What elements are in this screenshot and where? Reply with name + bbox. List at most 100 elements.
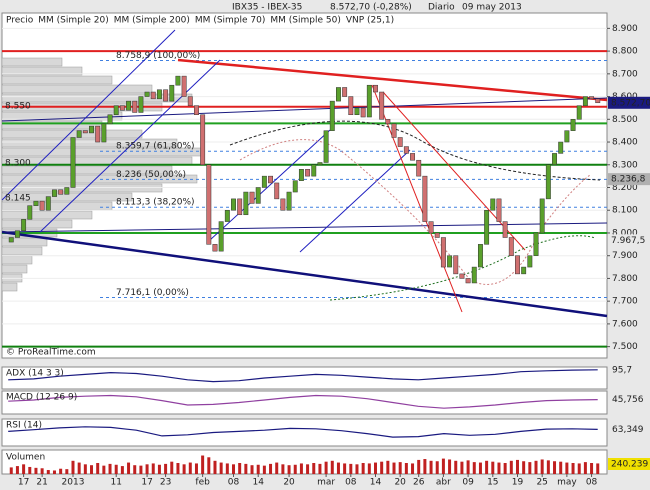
candle — [274, 182, 280, 200]
volume-bar — [423, 459, 427, 474]
price-label: 8.572,70 — [611, 98, 650, 108]
watermark: © ProRealTime.com — [6, 348, 96, 358]
volume-bar — [77, 462, 81, 474]
indicator-value: 63,349 — [612, 425, 644, 435]
candle — [175, 75, 181, 86]
candle — [107, 114, 113, 125]
candle — [286, 191, 292, 211]
volume-bar — [164, 463, 168, 474]
volume-bar — [361, 463, 365, 474]
legend-entry: MM (Simple 200) — [114, 16, 190, 26]
y-tick-label: 8.700 — [612, 69, 638, 79]
x-tick-label: 08 — [586, 478, 598, 488]
candle — [545, 164, 551, 200]
volume-bar — [207, 457, 211, 474]
candle — [496, 198, 502, 222]
candle — [459, 273, 465, 279]
price-label-box — [608, 234, 650, 247]
volume-bar — [559, 461, 563, 474]
legend-entry: VNP (25,1) — [346, 16, 394, 26]
x-tick-label: 08 — [228, 478, 240, 488]
candle — [144, 91, 150, 97]
volume-bar — [219, 462, 223, 474]
y-tick-label: 8.000 — [612, 228, 638, 238]
volume-bar — [349, 463, 353, 474]
price-label-box — [608, 96, 650, 109]
volume-bar — [46, 470, 50, 474]
x-tick-label: 17 — [18, 478, 29, 488]
candle — [14, 230, 20, 238]
candle — [440, 237, 446, 268]
volume-bar — [213, 460, 217, 474]
price-label-box — [608, 173, 650, 186]
candle — [558, 141, 564, 154]
volume-bar — [565, 462, 569, 474]
candle — [76, 130, 82, 138]
x-tick-label: 26 — [413, 478, 425, 488]
fibonacci-label: 8.758,9 (100,00%) — [116, 51, 200, 61]
volume-bar — [466, 460, 470, 474]
indicator-line — [8, 426, 598, 438]
volume-bar — [398, 462, 402, 474]
candle — [539, 198, 545, 234]
candle — [508, 237, 514, 256]
candle — [231, 198, 236, 211]
candle — [576, 105, 582, 120]
candles — [8, 75, 601, 474]
candle — [329, 100, 335, 131]
volume-bar — [157, 464, 161, 474]
candle — [194, 105, 199, 116]
volume-bar — [120, 466, 124, 474]
volume-bar — [244, 463, 248, 474]
volume-bar — [201, 455, 205, 474]
candle — [397, 137, 403, 147]
candle — [150, 91, 156, 100]
x-tick-label: 20 — [394, 478, 406, 488]
candle — [27, 205, 33, 220]
volume-value: 240.239 — [611, 460, 648, 470]
volume-bar — [250, 465, 254, 474]
volume-bar — [275, 462, 279, 474]
volume-bar — [491, 461, 495, 474]
candle — [515, 255, 520, 275]
candle — [39, 200, 45, 211]
candle — [200, 114, 206, 166]
volume-bar — [515, 459, 519, 474]
candle — [428, 221, 434, 234]
candle — [119, 105, 125, 111]
volume-bar — [509, 460, 513, 474]
volume-bar — [435, 461, 439, 474]
candle — [447, 255, 453, 268]
candle — [533, 232, 539, 256]
candle — [589, 96, 595, 100]
x-tick-label: mar — [317, 478, 335, 488]
volume-bar — [9, 467, 13, 474]
candle — [366, 84, 372, 118]
candle — [237, 198, 243, 216]
y-tick-label: 8.200 — [612, 183, 638, 193]
volume-bar — [139, 465, 143, 474]
candle — [101, 123, 107, 143]
volume-bar — [293, 464, 297, 474]
candle — [82, 130, 88, 134]
candle — [58, 189, 64, 195]
volume-bar — [269, 463, 273, 474]
volume-value-box — [608, 458, 650, 470]
indicator-value: 45,756 — [612, 395, 644, 405]
volume-bar — [299, 463, 303, 474]
candle — [8, 237, 14, 243]
candle — [477, 244, 483, 268]
candle — [391, 123, 397, 138]
price-label: 8.236,8 — [611, 175, 646, 185]
volume-bar — [411, 463, 415, 474]
volume-bar — [330, 460, 334, 474]
volume-bar — [194, 463, 198, 474]
volume-bar — [145, 464, 149, 474]
y-tick-label: 7.700 — [612, 297, 638, 307]
volume-bar — [306, 464, 310, 474]
chart-title: IBX35 - IBEX-35 — [232, 3, 302, 13]
volume-bar — [373, 462, 377, 474]
y-tick-label: 8.100 — [612, 206, 638, 216]
x-tick-label: 21 — [36, 478, 47, 488]
candle — [373, 84, 378, 93]
